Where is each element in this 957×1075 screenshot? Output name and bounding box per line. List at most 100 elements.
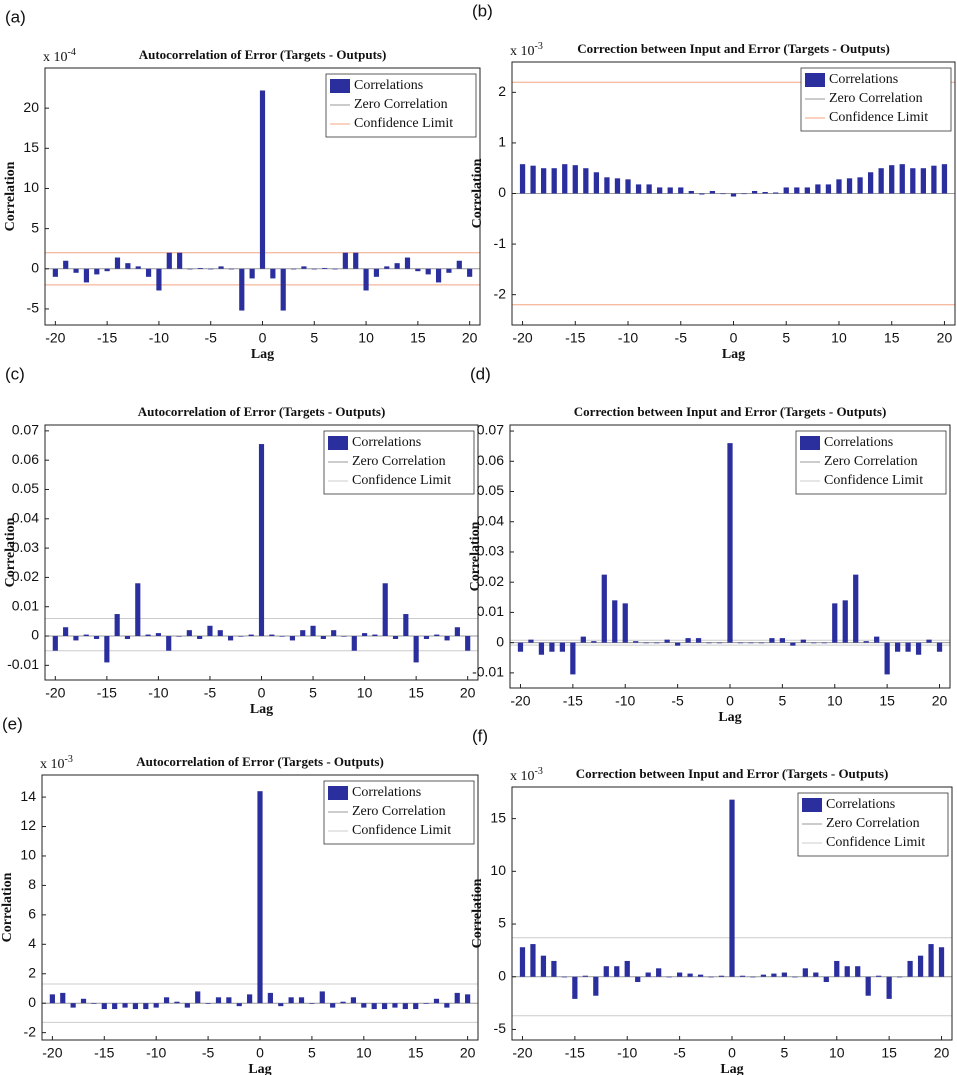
legend-label: Confidence Limit — [829, 110, 928, 125]
bar — [635, 184, 642, 194]
y-tick-label: 10 — [20, 847, 36, 863]
bar — [800, 639, 806, 643]
bar — [551, 168, 557, 194]
panel-label: (c) — [5, 364, 25, 383]
bar — [889, 165, 895, 194]
x-tick-label: 0 — [259, 330, 267, 346]
bar — [298, 997, 305, 1004]
chart-title: Correction between Input and Error (Targ… — [576, 766, 889, 781]
x-tick-label: -5 — [671, 693, 684, 709]
bar — [720, 193, 726, 195]
bar — [802, 968, 808, 977]
bar — [811, 642, 817, 644]
y-tick-label: -2 — [24, 1023, 37, 1039]
bar — [124, 636, 131, 639]
bar — [267, 992, 273, 1004]
bar — [467, 268, 473, 277]
bar — [125, 263, 131, 269]
panel-label: (e) — [2, 714, 23, 733]
bar — [228, 268, 235, 270]
x-tick-label: -15 — [565, 330, 585, 346]
bar — [706, 642, 712, 644]
bar — [73, 268, 79, 273]
bar — [591, 641, 597, 643]
bar — [863, 641, 869, 643]
legend-label: Confidence Limit — [352, 473, 451, 488]
bar — [920, 168, 926, 194]
x-tick-label: 15 — [410, 330, 426, 346]
x-tick-label: 20 — [460, 685, 476, 701]
bar — [342, 252, 348, 269]
y-axis-label: Correlation — [470, 878, 485, 948]
x-tick-label: -20 — [512, 330, 532, 346]
legend-box — [323, 430, 475, 495]
chart-title: Correction between Input and Error (Targ… — [577, 41, 890, 56]
exponent: -3 — [535, 766, 543, 777]
bar — [562, 164, 568, 194]
y-tick-label: 0 — [31, 259, 39, 275]
bar — [582, 975, 588, 977]
chart-title: Correction between Input and Error (Targ… — [574, 404, 887, 419]
bar — [94, 268, 100, 275]
bar — [444, 636, 450, 641]
chart-title: Autocorrelation of Error (Targets - Outp… — [138, 404, 386, 419]
bar — [688, 190, 694, 194]
bar — [93, 636, 100, 639]
bar — [910, 168, 916, 194]
y-tick-label: 10 — [23, 179, 39, 195]
legend-label: Confidence Limit — [352, 823, 451, 838]
bar — [687, 973, 693, 977]
bar — [876, 975, 882, 977]
bar — [63, 260, 69, 269]
bar — [63, 627, 69, 637]
bar — [790, 642, 796, 646]
bar — [825, 184, 832, 194]
x-tick-label: 20 — [934, 1045, 950, 1061]
bar — [834, 960, 840, 977]
exponent: -3 — [65, 754, 73, 765]
bar — [226, 997, 232, 1004]
legend-label: Zero Correlation — [352, 454, 446, 469]
bar — [382, 583, 388, 637]
y-tick-label: 15 — [490, 809, 506, 825]
x-tick-label: 0 — [258, 685, 266, 701]
bar — [413, 1003, 419, 1010]
bar — [330, 1003, 336, 1008]
x-tick-label: 15 — [881, 1045, 897, 1061]
x-tick-label: 10 — [831, 330, 847, 346]
y-tick-label: -1 — [494, 235, 507, 251]
bar — [135, 583, 141, 637]
bar — [83, 634, 89, 637]
x-tick-label: -20 — [42, 1045, 62, 1061]
y-tick-label: 0 — [498, 967, 506, 983]
bar — [771, 973, 777, 977]
x-tick-label: 15 — [879, 693, 895, 709]
bar — [625, 179, 631, 194]
bar — [559, 642, 565, 652]
bar — [779, 638, 785, 643]
y-tick-label: -0.01 — [7, 656, 39, 672]
y-tick-label: 8 — [28, 876, 36, 892]
legend-swatch — [328, 786, 348, 800]
bar — [823, 976, 829, 983]
x-tick-label: 0 — [726, 693, 734, 709]
bar — [678, 187, 684, 194]
bar — [166, 252, 172, 269]
bar — [657, 187, 663, 194]
bar — [897, 976, 903, 978]
x-axis-label: Lag — [722, 347, 745, 362]
bar — [517, 642, 524, 652]
x-tick-label: -5 — [204, 685, 217, 701]
bar — [857, 177, 863, 194]
x-tick-label: 5 — [310, 330, 318, 346]
x-axis-label: Lag — [718, 710, 741, 725]
bar — [269, 634, 275, 637]
bar — [433, 998, 440, 1004]
bar — [572, 165, 578, 194]
bar — [614, 178, 621, 194]
x-tick-label: -15 — [94, 1045, 114, 1061]
bar — [915, 642, 922, 655]
bar — [737, 642, 744, 644]
bar — [727, 443, 733, 643]
legend-swatch — [800, 436, 820, 450]
